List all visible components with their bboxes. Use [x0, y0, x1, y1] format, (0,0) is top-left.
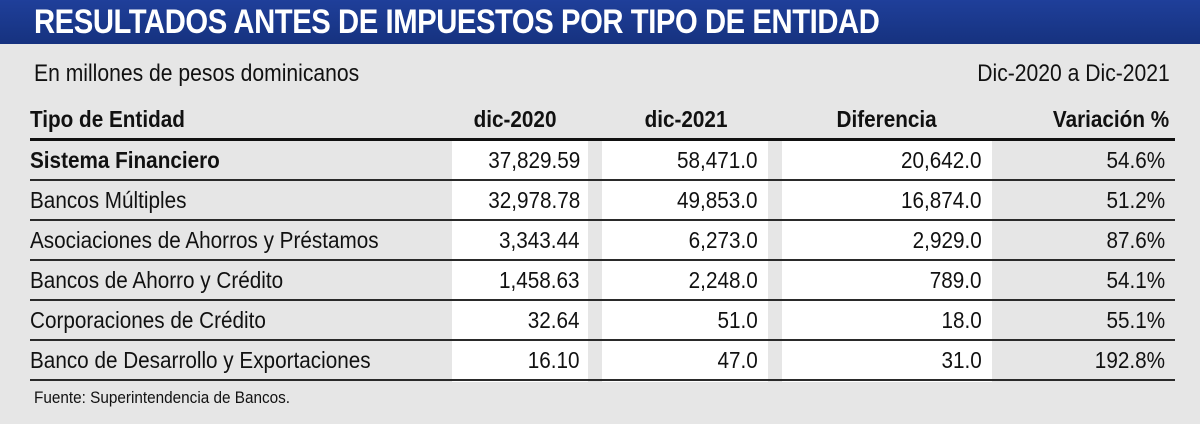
column-gap	[590, 340, 604, 381]
value-dic-2020: 32.64	[440, 300, 590, 341]
value-dic-2020: 1,458.63	[440, 260, 590, 301]
value-dic-2020: 37,829.59	[440, 139, 590, 181]
value-diferencia: 2,929.0	[782, 220, 992, 261]
entity-name: Banco de Desarrollo y Exportaciones	[30, 340, 440, 381]
value-dic-2021: 47.0	[604, 340, 768, 381]
column-gap	[590, 220, 604, 261]
column-gap	[768, 260, 782, 301]
value-diferencia: 16,874.0	[782, 180, 992, 221]
value-diferencia: 789.0	[782, 260, 992, 301]
entity-name: Bancos de Ahorro y Crédito	[30, 260, 440, 301]
column-gap	[768, 139, 782, 181]
column-header-tipo: Tipo de Entidad	[30, 100, 440, 141]
entity-name: Asociaciones de Ahorros y Préstamos	[30, 220, 440, 261]
title-band	[0, 0, 1200, 44]
value-dic-2021: 51.0	[604, 300, 768, 341]
value-variacion: 51.2%	[992, 180, 1175, 221]
value-diferencia: 18.0	[782, 300, 992, 341]
value-diferencia: 20,642.0	[782, 139, 992, 181]
column-gap	[590, 260, 604, 301]
column-gap	[768, 300, 782, 341]
column-gap	[768, 100, 782, 141]
units-subtitle: En millones de pesos dominicanos	[34, 60, 360, 87]
entity-name: Corporaciones de Crédito	[30, 300, 440, 341]
column-header-dic-2020: dic-2020	[440, 100, 590, 141]
value-variacion: 192.8%	[992, 340, 1175, 381]
source-note: Fuente: Superintendencia de Bancos.	[34, 388, 291, 407]
value-diferencia: 31.0	[782, 340, 992, 381]
column-gap	[768, 180, 782, 221]
column-gap	[590, 300, 604, 341]
value-variacion: 87.6%	[992, 220, 1175, 261]
value-dic-2021: 6,273.0	[604, 220, 768, 261]
value-dic-2020: 32,978.78	[440, 180, 590, 221]
header-row: Tipo de Entidad dic-2020 dic-2021 Difere…	[30, 100, 1175, 141]
column-header-variacion: Variación %	[992, 100, 1175, 141]
table-row: Bancos Múltiples 32,978.78 49,853.0 16,8…	[30, 180, 1175, 221]
value-dic-2021: 2,248.0	[604, 260, 768, 301]
value-variacion: 54.6%	[992, 139, 1175, 181]
entity-name: Bancos Múltiples	[30, 180, 440, 221]
value-dic-2021: 49,853.0	[604, 180, 768, 221]
table-row: Bancos de Ahorro y Crédito 1,458.63 2,24…	[30, 260, 1175, 301]
column-gap	[768, 340, 782, 381]
entity-name: Sistema Financiero	[30, 139, 440, 181]
column-gap	[590, 139, 604, 181]
table-row: Asociaciones de Ahorros y Préstamos 3,34…	[30, 220, 1175, 261]
value-dic-2020: 16.10	[440, 340, 590, 381]
value-dic-2020: 3,343.44	[440, 220, 590, 261]
value-dic-2021: 58,471.0	[604, 139, 768, 181]
value-variacion: 55.1%	[992, 300, 1175, 341]
table-row: Sistema Financiero 37,829.59 58,471.0 20…	[30, 139, 1175, 181]
results-table: Tipo de Entidad dic-2020 dic-2021 Difere…	[30, 100, 1175, 381]
table-row: Banco de Desarrollo y Exportaciones 16.1…	[30, 340, 1175, 381]
column-gap	[590, 100, 604, 141]
column-gap	[590, 180, 604, 221]
column-header-dic-2021: dic-2021	[604, 100, 768, 141]
value-variacion: 54.1%	[992, 260, 1175, 301]
period-label: Dic-2020 a Dic-2021	[977, 60, 1170, 87]
chart-title: RESULTADOS ANTES DE IMPUESTOS POR TIPO D…	[34, 3, 880, 41]
column-header-diferencia: Diferencia	[782, 100, 992, 141]
table-row: Corporaciones de Crédito 32.64 51.0 18.0…	[30, 300, 1175, 341]
column-gap	[768, 220, 782, 261]
